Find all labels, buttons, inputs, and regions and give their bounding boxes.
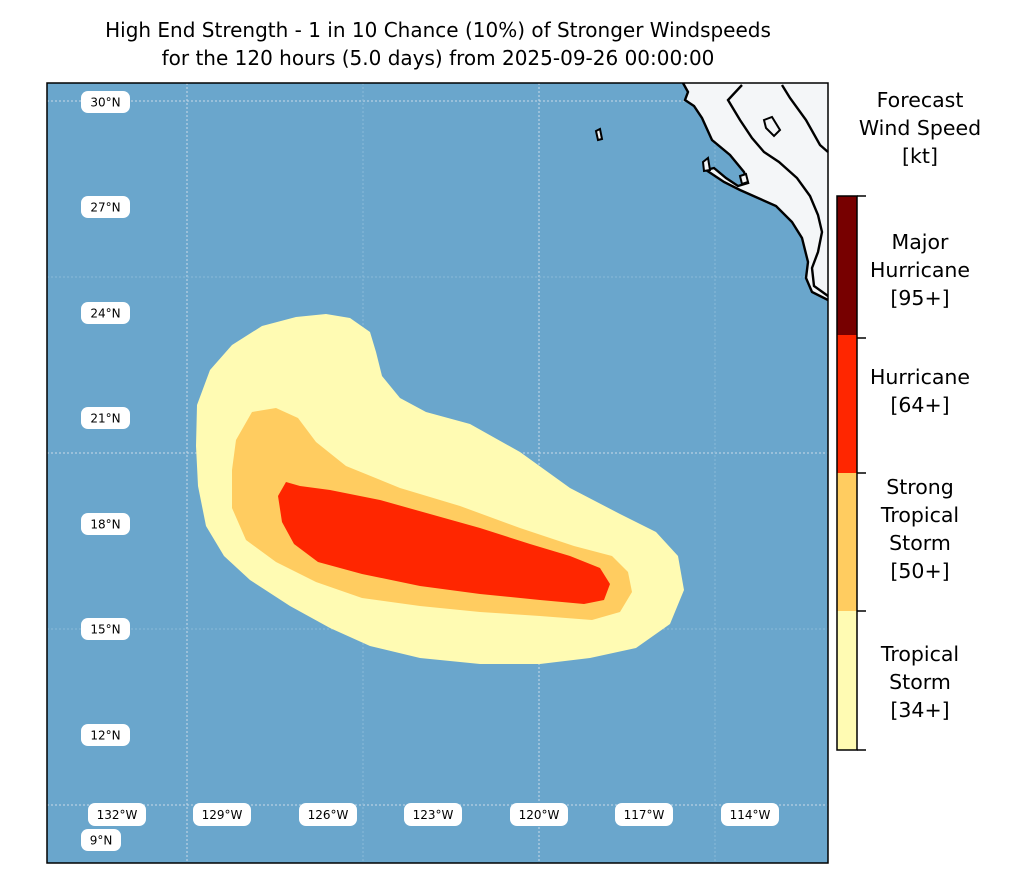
lat-label-21: 21°N [90, 412, 120, 426]
colorbar-segment-tropical-storm [837, 611, 857, 750]
colorbar-label-line: Tropical [880, 642, 960, 666]
wind-swath-hurricane [278, 482, 610, 604]
colorbar-ticks [857, 195, 866, 751]
lon-label-114: 114°W [730, 808, 771, 822]
colorbar-label-line: [95+] [890, 286, 950, 310]
colorbar-label-line: [64+] [890, 393, 950, 417]
lon-label-129: 129°W [202, 808, 243, 822]
lon-label-132: 132°W [97, 808, 138, 822]
colorbar [836, 195, 866, 751]
lon-label-117: 117°W [624, 808, 665, 822]
colorbar-title-line: Forecast [876, 88, 964, 112]
colorbar-segment-major-hurricane [837, 196, 857, 335]
map-title-line-1: High End Strength - 1 in 10 Chance (10%)… [105, 18, 771, 42]
longitude-labels: 132°W 129°W 126°W 123°W 120°W 117°W 114°… [88, 803, 779, 826]
colorbar-label-tropical-storm: Tropical Storm [34+] [838, 640, 1002, 724]
lat-label-9: 9°N [90, 834, 113, 848]
lat-label-18: 18°N [90, 518, 120, 532]
lat-label-30: 30°N [90, 96, 120, 110]
colorbar-label-line: Major [891, 230, 949, 254]
colorbar-label-major-hurricane: Major Hurricane [95+] [838, 228, 1002, 312]
colorbar-label-line: Hurricane [869, 258, 971, 282]
colorbar-segment-hurricane [837, 335, 857, 473]
lon-label-120: 120°W [519, 808, 560, 822]
colorbar-title: Forecast Wind Speed [kt] [838, 86, 1002, 170]
colorbar-label-line: Hurricane [869, 365, 971, 389]
lon-label-123: 123°W [413, 808, 454, 822]
lat-label-24: 24°N [90, 307, 120, 321]
colorbar-label-line: Storm [889, 531, 951, 555]
colorbar-label-line: Tropical [880, 503, 960, 527]
land-baja-california [594, 82, 829, 302]
lat-label-12: 12°N [90, 729, 120, 743]
latitude-labels: 30°N 27°N 24°N 21°N 18°N 15°N 12°N 9°N [81, 91, 130, 851]
colorbar-label-line: [50+] [890, 559, 950, 583]
colorbar-label-line: [34+] [890, 698, 950, 722]
map-frame [46, 82, 829, 864]
colorbar-label-strong-tropical-storm: Strong Tropical Storm [50+] [838, 473, 1002, 585]
colorbar-label-hurricane: Hurricane [64+] [838, 363, 1002, 419]
lat-label-27: 27°N [90, 201, 120, 215]
lon-label-126: 126°W [308, 808, 349, 822]
map-title-line-2: for the 120 hours (5.0 days) from 2025-0… [161, 46, 715, 70]
colorbar-segment-strong-tropical-storm [837, 473, 857, 611]
colorbar-label-line: Storm [889, 670, 951, 694]
colorbar-title-line: [kt] [902, 144, 938, 168]
colorbar-title-line: Wind Speed [858, 116, 982, 140]
lat-label-15: 15°N [90, 623, 120, 637]
colorbar-label-line: Strong [886, 475, 954, 499]
